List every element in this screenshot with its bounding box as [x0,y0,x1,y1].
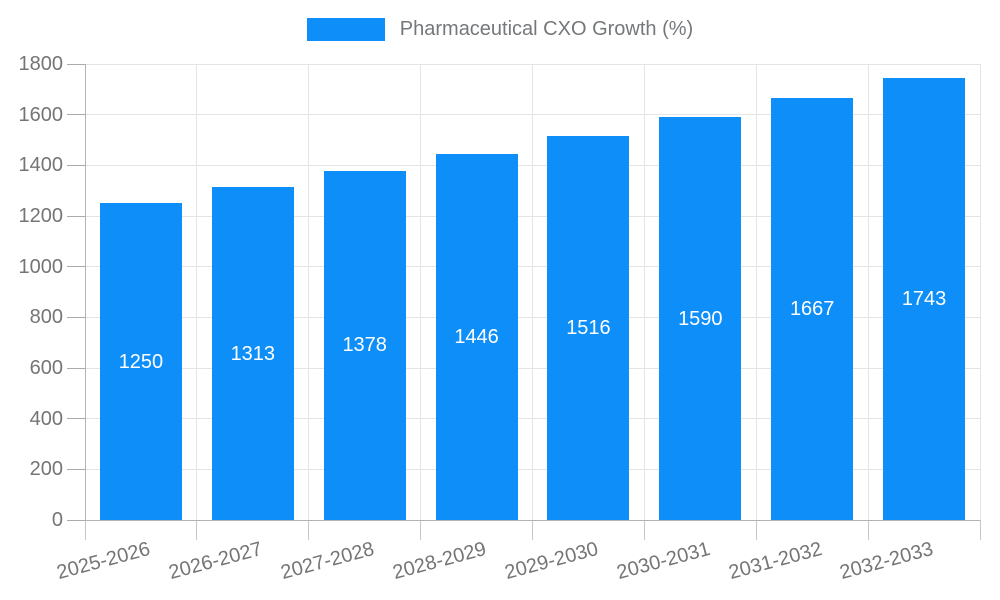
y-tick-mark [67,63,85,65]
x-tick-mark [755,520,757,540]
gridline-vertical [867,64,869,520]
y-tick-mark [67,266,85,268]
bar [547,135,630,520]
x-axis-tick-label: 2026-2027 [166,537,265,584]
x-tick-mark [308,520,310,540]
x-tick-mark [84,520,86,540]
x-tick-mark [532,520,533,540]
y-axis-tick-label: 600 [29,357,63,379]
y-axis-tick-label: 1800 [18,53,64,75]
gridline-vertical [196,64,198,520]
y-axis-tick-label: 0 [51,509,63,531]
bar [323,170,406,520]
y-axis-tick-label: 1600 [18,103,64,126]
x-axis-tick-label: 2030-2031 [614,537,713,584]
gridline-vertical [532,64,533,520]
y-axis-tick-label: 400 [29,407,63,430]
y-axis-tick-label: 200 [29,458,63,481]
y-axis-tick-label: 1400 [18,154,64,177]
x-tick-mark [643,520,645,540]
y-tick-mark [67,519,85,521]
x-axis-line [85,519,980,521]
gridline-vertical [308,64,310,520]
legend: Pharmaceutical CXO Growth (%) [0,18,1000,41]
y-tick-mark [67,164,85,166]
x-axis-tick-label: 2031-2032 [726,537,825,584]
gridline-vertical [755,64,757,520]
y-axis-tick-label: 800 [29,306,63,329]
x-axis-tick-label: 2028-2029 [390,537,489,584]
y-tick-mark [67,316,85,318]
gridline-vertical [643,64,645,520]
bar-value-label: 1378 [342,334,387,357]
bar [771,97,854,520]
bar-value-label: 1250 [118,350,164,373]
bar [211,187,294,520]
y-tick-mark [67,114,85,116]
bar-value-label: 1590 [678,307,723,330]
y-tick-mark [67,468,85,470]
y-axis-tick-label: 1200 [18,205,64,227]
bar [99,203,182,520]
bar-value-label: 1516 [566,316,611,339]
legend-label: Pharmaceutical CXO Growth (%) [399,18,694,40]
x-tick-mark [979,520,981,540]
bar-value-label: 1743 [901,288,947,311]
gridline-vertical [979,64,981,520]
x-axis-tick-label: 2032-2033 [837,537,937,584]
x-tick-mark [867,520,869,540]
bar-value-label: 1446 [454,325,499,348]
x-tick-mark [420,520,422,540]
gridline-vertical [420,64,422,520]
x-axis-tick-label: 2027-2028 [278,537,377,584]
bar-value-label: 1667 [789,297,835,320]
y-tick-mark [67,215,85,217]
y-tick-mark [67,367,85,369]
legend-swatch [306,18,385,41]
x-axis-tick-label: 2025-2026 [54,537,153,584]
y-tick-mark [67,418,85,420]
x-tick-mark [196,520,198,540]
bar [883,78,966,520]
bar-value-label: 1313 [230,342,276,365]
bar [435,153,518,520]
x-axis-tick-label: 2029-2030 [502,537,601,584]
y-axis-tick-label: 1000 [18,255,64,278]
y-axis-line [84,64,86,520]
bar [659,117,742,520]
